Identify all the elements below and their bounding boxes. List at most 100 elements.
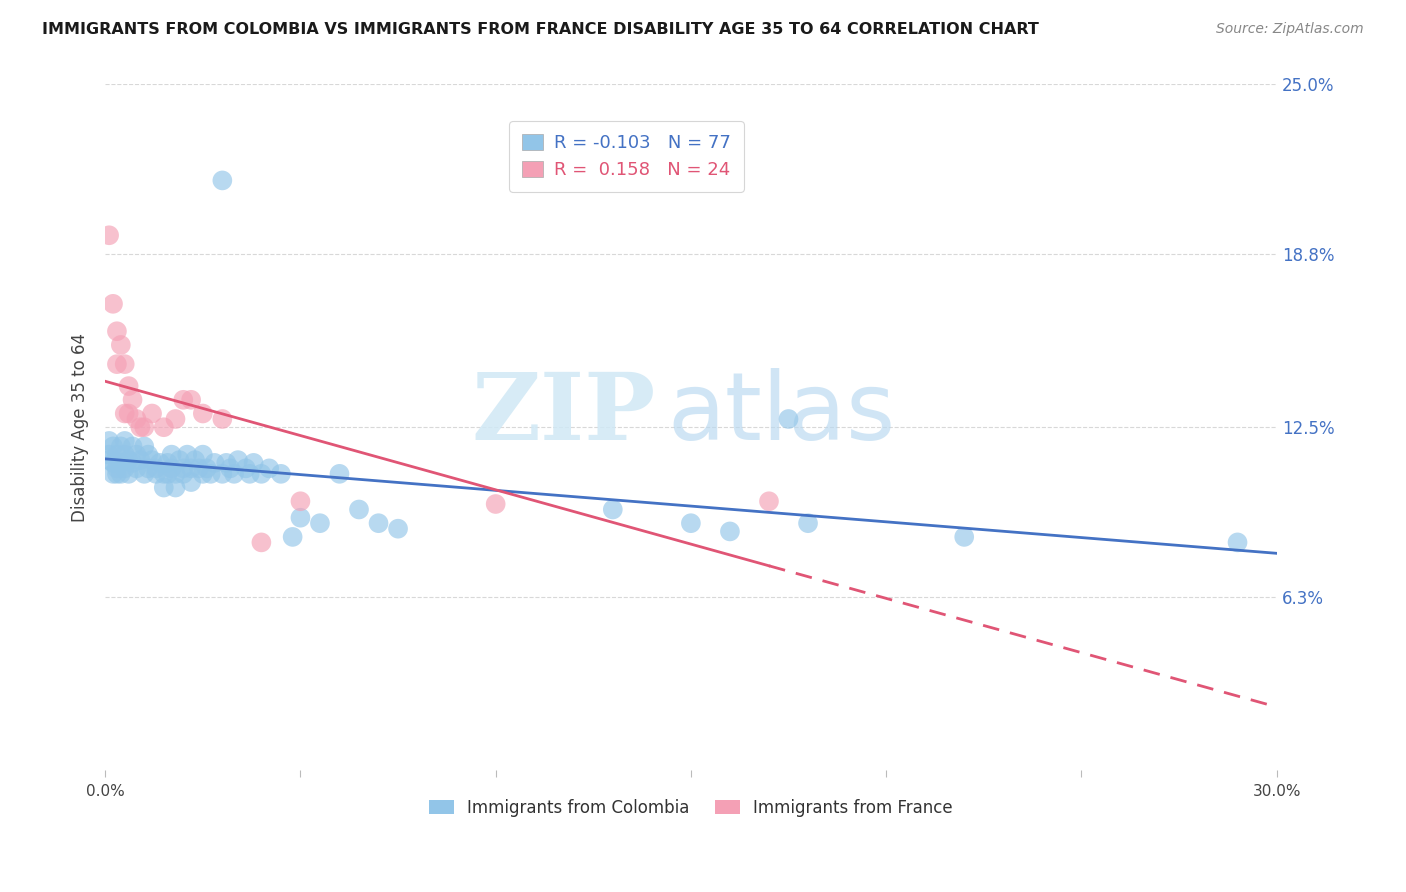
Point (270, 467, 292, 481)
Text: IMMIGRANTS FROM COLOMBIA VS IMMIGRANTS FROM FRANCE DISABILITY AGE 35 TO 64 CORRE: IMMIGRANTS FROM COLOMBIA VS IMMIGRANTS F… (42, 22, 1039, 37)
Point (187, 461, 209, 475)
Point (105, 467, 128, 481)
Point (98, 448, 121, 462)
Point (387, 522, 409, 536)
Point (758, 494, 780, 508)
Point (242, 456, 264, 470)
Point (165, 481, 187, 495)
Point (114, 434, 136, 448)
Point (200, 467, 222, 481)
Point (250, 535, 273, 549)
Point (172, 392, 194, 407)
Point (114, 357, 136, 371)
Point (136, 448, 159, 462)
Point (211, 467, 233, 481)
Point (176, 448, 198, 462)
Point (114, 448, 136, 462)
Point (125, 412, 148, 426)
Point (101, 467, 124, 481)
Point (165, 412, 187, 426)
Point (172, 461, 194, 475)
Point (98, 453, 121, 467)
Point (718, 524, 741, 539)
Point (134, 467, 156, 481)
Legend: Immigrants from Colombia, Immigrants from France: Immigrants from Colombia, Immigrants fro… (422, 792, 959, 823)
Point (141, 407, 163, 421)
Point (778, 412, 800, 426)
Point (121, 439, 143, 453)
Point (114, 461, 136, 475)
Point (98, 434, 121, 448)
Point (98, 228, 121, 243)
Point (129, 420, 152, 434)
Point (347, 502, 370, 516)
Point (121, 392, 143, 407)
Point (1226, 535, 1249, 549)
Point (110, 456, 132, 470)
Point (215, 456, 238, 470)
Point (125, 448, 148, 462)
Point (169, 453, 191, 467)
Point (485, 497, 508, 511)
Point (184, 453, 207, 467)
Point (134, 439, 156, 453)
Point (602, 502, 624, 516)
Point (145, 461, 167, 475)
Point (152, 420, 174, 434)
Point (160, 461, 183, 475)
Point (239, 467, 262, 481)
Point (117, 453, 139, 467)
Text: atlas: atlas (668, 368, 896, 459)
Text: ZIP: ZIP (471, 368, 655, 458)
Point (211, 173, 233, 187)
Point (195, 461, 218, 475)
Point (129, 453, 152, 467)
Point (152, 467, 174, 481)
Point (101, 456, 124, 470)
Point (105, 357, 128, 371)
Point (160, 448, 183, 462)
Point (191, 448, 214, 462)
Point (204, 456, 226, 470)
Point (211, 412, 233, 426)
Point (149, 456, 172, 470)
Point (101, 439, 124, 453)
Point (367, 516, 389, 531)
Point (156, 467, 179, 481)
Point (180, 461, 202, 475)
Point (257, 461, 280, 475)
Point (117, 379, 139, 393)
Point (134, 420, 156, 434)
Point (290, 494, 312, 508)
Point (219, 461, 242, 475)
Point (110, 439, 132, 453)
Point (121, 456, 143, 470)
Point (105, 461, 128, 475)
Point (191, 467, 214, 481)
Point (105, 448, 128, 462)
Point (180, 392, 202, 407)
Point (180, 475, 202, 489)
Point (328, 467, 350, 481)
Point (101, 297, 124, 311)
Point (156, 456, 179, 470)
Point (226, 453, 249, 467)
Point (152, 481, 174, 495)
Point (222, 467, 245, 481)
Point (117, 407, 139, 421)
Point (191, 407, 214, 421)
Point (165, 467, 187, 481)
Y-axis label: Disability Age 35 to 64: Disability Age 35 to 64 (72, 333, 89, 522)
Text: Source: ZipAtlas.com: Source: ZipAtlas.com (1216, 22, 1364, 37)
Point (110, 467, 132, 481)
Point (309, 516, 332, 531)
Point (110, 338, 132, 352)
Point (235, 461, 257, 475)
Point (136, 461, 159, 475)
Point (290, 510, 312, 524)
Point (172, 467, 194, 481)
Point (250, 467, 273, 481)
Point (281, 530, 304, 544)
Point (797, 516, 820, 531)
Point (125, 461, 148, 475)
